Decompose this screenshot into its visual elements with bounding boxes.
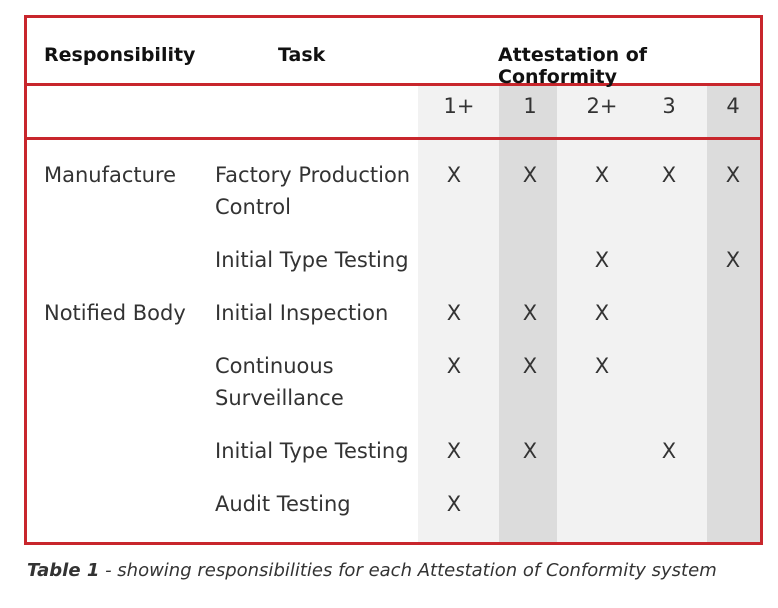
conformity-table: Responsibility Task Attestation of Confo… bbox=[24, 15, 763, 545]
mark: X bbox=[522, 354, 538, 378]
column-shade-1plus bbox=[418, 86, 499, 542]
column-shade-4 bbox=[707, 86, 760, 542]
table-caption: Table 1 - showing responsibilities for e… bbox=[27, 560, 717, 581]
system-4: 4 bbox=[726, 94, 740, 118]
mark: X bbox=[725, 248, 741, 272]
mark: X bbox=[594, 248, 610, 272]
column-shade-1 bbox=[499, 86, 557, 542]
mark: X bbox=[522, 163, 538, 187]
header-attestation: Attestation of Conformity bbox=[498, 44, 648, 88]
mark: X bbox=[522, 301, 538, 325]
mark: X bbox=[446, 301, 462, 325]
system-3: 3 bbox=[662, 94, 676, 118]
mark: X bbox=[594, 354, 610, 378]
row-responsibility: Manufacture bbox=[44, 163, 177, 187]
header-divider bbox=[27, 83, 760, 86]
header-task: Task bbox=[278, 44, 326, 66]
row-task: Continuous Surveillance bbox=[215, 354, 344, 410]
mark: X bbox=[661, 163, 677, 187]
caption-label: Table 1 bbox=[27, 560, 100, 581]
mark: X bbox=[446, 163, 462, 187]
mark: X bbox=[446, 354, 462, 378]
mark: X bbox=[594, 163, 610, 187]
system-1: 1 bbox=[523, 94, 537, 118]
row-task: Initial Type Testing bbox=[215, 439, 409, 463]
caption-text: - showing responsibilities for each Atte… bbox=[99, 560, 717, 581]
header-responsibility: Responsibility bbox=[44, 44, 196, 66]
system-2plus: 2+ bbox=[586, 94, 618, 118]
mark: X bbox=[522, 439, 538, 463]
mark: X bbox=[661, 439, 677, 463]
mark: X bbox=[725, 163, 741, 187]
system-1plus: 1+ bbox=[443, 94, 475, 118]
mark: X bbox=[446, 492, 462, 516]
row-task: Initial Inspection bbox=[215, 301, 389, 325]
mark: X bbox=[594, 301, 610, 325]
row-task: Audit Testing bbox=[215, 492, 351, 516]
row-responsibility: Notified Body bbox=[44, 301, 186, 325]
column-shade-2plus-3 bbox=[557, 86, 707, 542]
row-task: Factory Production Control bbox=[215, 163, 411, 219]
row-task: Initial Type Testing bbox=[215, 248, 409, 272]
subheader-divider bbox=[27, 137, 760, 140]
mark: X bbox=[446, 439, 462, 463]
